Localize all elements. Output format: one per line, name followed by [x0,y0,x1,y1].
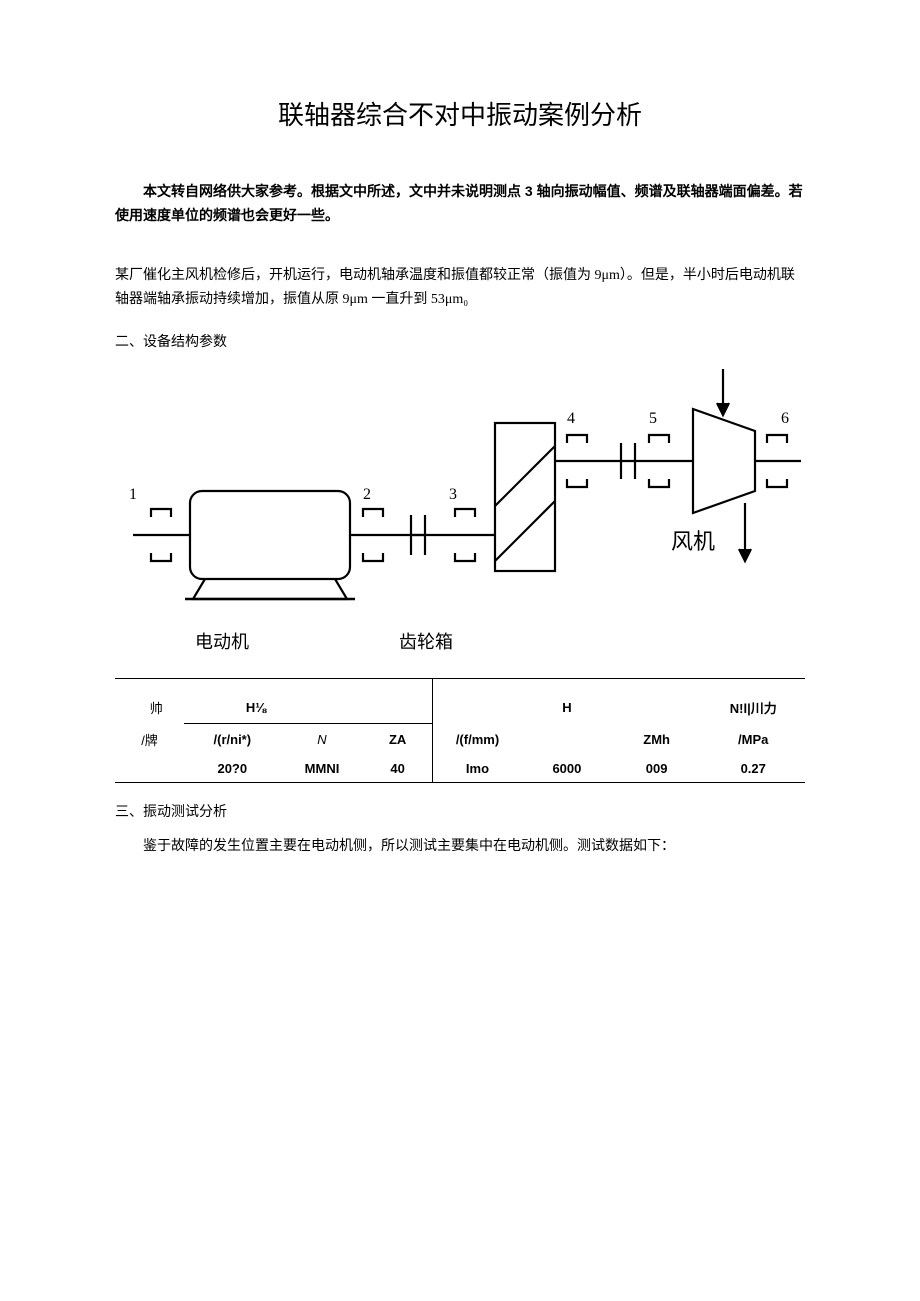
r3c8: 0.27 [701,755,805,783]
point-6-label: 6 [781,410,789,427]
th-2: H⅛ [197,692,314,723]
section-3-paragraph: 鉴于故障的发生位置主要在电动机侧，所以测试主要集中在电动机侧。测试数据如下： [115,835,805,860]
point-5-label: 5 [649,410,657,427]
point-2-label: 2 [363,486,371,503]
gearbox-label: 齿轮箱 [399,628,453,654]
th-1: 帅 [115,692,197,723]
r2c8: /MPa [701,724,805,755]
r3c5: Imo [432,755,522,783]
r3c3: MMNI [281,755,364,783]
r2c1: /牌 [115,724,184,755]
r2c5: /(f/mm) [432,724,522,755]
point-4-label: 4 [567,410,575,427]
editor-note: 本文转自网络供大家参考。根据文中所述，文中并未说明测点 3 轴向振动幅值、频谱及… [115,180,805,228]
r2c2: /(r/ni*) [184,724,281,755]
r2c4: ZA [363,724,432,755]
r3c7: 009 [612,755,702,783]
r3c4: 40 [363,755,432,783]
r3c6: 6000 [522,755,612,783]
equipment-diagram: 1 2 3 [115,361,805,654]
section-2-heading: 二、设备结构参数 [115,331,805,351]
motor-label: 电动机 [195,628,249,654]
parameter-table: 帅 H⅛ H N!l|川力 /牌 /(r/ni*) N ZA /(f/mm) Z… [115,678,805,783]
fan-label: 风机 [671,529,715,554]
point-3-label: 3 [449,486,457,503]
th-8: N!l|川力 [701,692,805,724]
intro-paragraph: 某厂催化主风机检修后，开机运行，电动机轴承温度和振值都较正常（振值为 9μm）。… [115,264,805,313]
r2c3: N [281,724,364,755]
r2c7: ZMh [612,724,702,755]
page-title: 联轴器综合不对中振动案例分析 [115,95,805,132]
th-6: H [522,692,612,724]
section-3-heading: 三、振动测试分析 [115,801,805,821]
r3c2: 20?0 [184,755,281,783]
point-1-label: 1 [129,486,137,503]
equipment-schematic-svg: 1 2 3 [115,361,805,621]
